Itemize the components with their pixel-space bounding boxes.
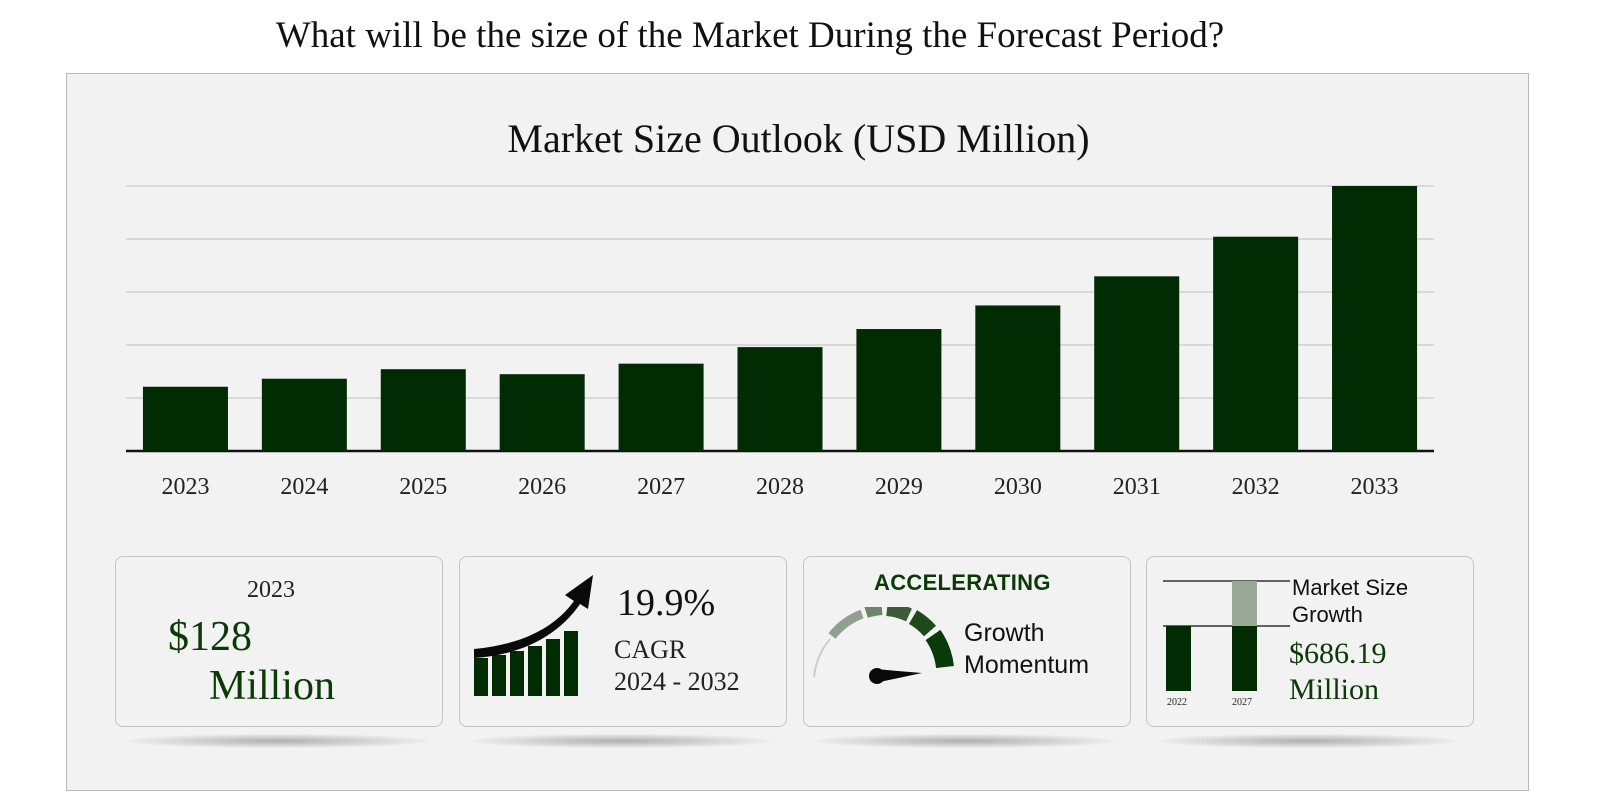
x-tick-label: 2023 bbox=[161, 474, 209, 500]
cagr-card: 19.9% CAGR 2024 - 2032 bbox=[459, 556, 787, 727]
x-tick-label: 2027 bbox=[637, 474, 685, 500]
cagr-label: CAGR bbox=[614, 635, 687, 664]
base-year-card: 2023 $128 Million bbox=[115, 556, 443, 727]
cagr-range: 2024 - 2032 bbox=[614, 667, 740, 696]
growth-title-line2: Growth bbox=[1292, 602, 1363, 627]
card-shadow bbox=[1158, 734, 1458, 748]
cagr-value: 19.9% bbox=[617, 582, 716, 624]
x-tick-label: 2029 bbox=[875, 474, 923, 500]
growth-arrow-bars-icon bbox=[474, 575, 593, 696]
momentum-card: ACCELERATING Growth Momentum bbox=[803, 556, 1131, 727]
x-tick-label: 2024 bbox=[280, 474, 328, 500]
x-tick-label: 2033 bbox=[1351, 474, 1399, 500]
bar-2032 bbox=[1213, 236, 1299, 451]
x-tick-label: 2032 bbox=[1232, 474, 1280, 500]
bar-2023 bbox=[142, 386, 228, 451]
x-tick-labels: 2023 2024 2025 2026 2027 2028 2029 2030 2031 2032… bbox=[161, 474, 1398, 500]
x-tick-label: 2025 bbox=[399, 474, 447, 500]
bar-2031 bbox=[1094, 276, 1180, 451]
growth-card: 2022 2027 Market Size Growth $686.19 Mil… bbox=[1146, 556, 1474, 727]
page-question: What will be the size of the Market Duri… bbox=[275, 15, 1225, 56]
stacked-bar-growth-icon: 2022 2027 bbox=[1163, 580, 1290, 708]
growth-year-start: 2022 bbox=[1167, 697, 1187, 708]
bar-2029 bbox=[856, 329, 942, 451]
base-year-label: 2023 bbox=[247, 577, 295, 603]
bar-2024 bbox=[261, 378, 347, 451]
bar-2027 bbox=[618, 363, 704, 451]
card-shadow bbox=[815, 734, 1115, 748]
x-tick-label: 2030 bbox=[994, 474, 1042, 500]
momentum-heading: ACCELERATING bbox=[874, 570, 1051, 595]
x-tick-label: 2028 bbox=[756, 474, 804, 500]
bar-2026 bbox=[499, 374, 585, 451]
growth-year-end: 2027 bbox=[1232, 697, 1252, 708]
card-shadow bbox=[471, 734, 771, 748]
bar-chart: 2023 2024 2025 2026 2027 2028 2029 2030 2031 2032… bbox=[126, 185, 1434, 500]
base-year-unit: Million bbox=[209, 663, 336, 709]
x-tick-label: 2031 bbox=[1113, 474, 1161, 500]
chart-panel: Market Size Outlook (USD Million) 2023 20… bbox=[66, 73, 1529, 791]
bar-2033 bbox=[1332, 186, 1418, 451]
bar-2028 bbox=[737, 347, 823, 451]
momentum-line2: Momentum bbox=[964, 651, 1090, 679]
momentum-line1: Growth bbox=[964, 619, 1045, 647]
bars bbox=[142, 186, 1418, 451]
bar-2030 bbox=[975, 305, 1061, 451]
growth-amount: $686.19 bbox=[1289, 637, 1387, 670]
x-tick-label: 2026 bbox=[518, 474, 566, 500]
chart-title: Market Size Outlook (USD Million) bbox=[507, 116, 1090, 161]
speedometer-gauge-icon bbox=[813, 607, 954, 684]
growth-unit: Million bbox=[1289, 673, 1380, 706]
bar-2025 bbox=[380, 369, 466, 451]
base-year-amount: $128 bbox=[168, 614, 252, 660]
card-shadow bbox=[128, 734, 428, 748]
growth-title-line1: Market Size bbox=[1292, 575, 1409, 600]
